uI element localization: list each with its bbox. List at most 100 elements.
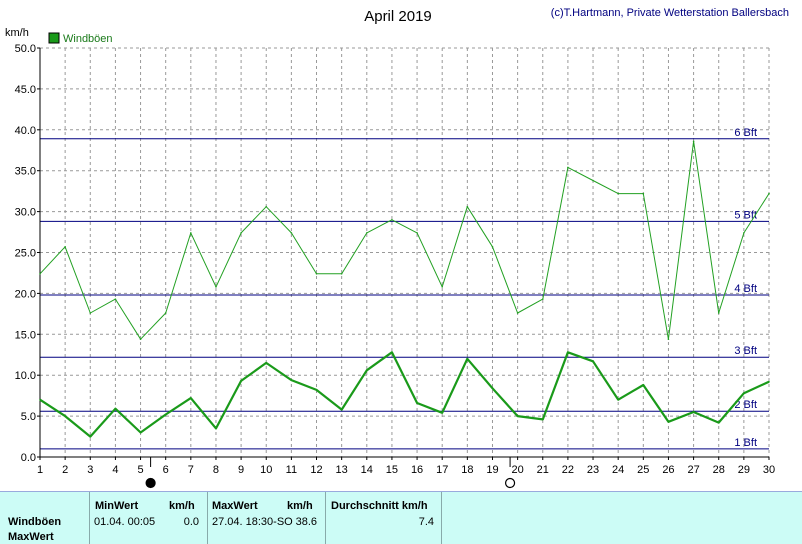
- moon-phases: [145, 457, 516, 489]
- data-point: [89, 435, 92, 438]
- table-divider: [89, 492, 90, 544]
- data-point: [717, 312, 720, 314]
- data-point: [516, 415, 519, 417]
- data-point: [164, 312, 167, 314]
- x-tick-label: 29: [738, 464, 750, 476]
- y-tick-label: 35.0: [15, 166, 36, 178]
- table-divider: [325, 492, 326, 544]
- avg-value: 7.4: [418, 516, 434, 528]
- data-point: [39, 272, 41, 275]
- data-point: [717, 421, 720, 424]
- data-point: [441, 412, 444, 414]
- legend-label: Windböen: [63, 33, 113, 45]
- data-point: [240, 380, 242, 382]
- data-point: [516, 312, 519, 314]
- data-point: [391, 351, 393, 354]
- data-point: [491, 245, 494, 248]
- y-tick-label: 30.0: [15, 207, 36, 219]
- data-point: [617, 192, 619, 195]
- y-tick-label: 0.0: [21, 452, 36, 464]
- y-tick-label: 20.0: [15, 288, 36, 300]
- data-point: [164, 413, 167, 416]
- data-point: [617, 398, 619, 401]
- y-tick-label: 5.0: [21, 411, 36, 423]
- x-tick-label: 25: [637, 464, 649, 476]
- beaufort-label: 2 Bft: [734, 399, 757, 411]
- data-point: [416, 232, 418, 234]
- x-tick-label: 20: [511, 464, 523, 476]
- data-point: [89, 312, 92, 314]
- x-tick-label: 8: [213, 464, 219, 476]
- data-point: [265, 205, 268, 208]
- data-point: [139, 431, 142, 434]
- data-point: [290, 232, 293, 234]
- data-point: [190, 397, 192, 399]
- data-point: [768, 380, 770, 383]
- max-value: 38.6: [295, 516, 317, 528]
- row-label-windboeen: Windböen: [8, 516, 62, 528]
- data-point: [466, 205, 469, 208]
- data-point: [541, 418, 544, 421]
- data-point: [240, 232, 242, 234]
- beaufort-label: 6 Bft: [734, 127, 757, 139]
- data-point: [64, 245, 66, 248]
- data-point: [64, 415, 66, 417]
- x-tick-label: 16: [411, 464, 423, 476]
- min-value: 0.0: [183, 516, 199, 528]
- data-point: [642, 192, 645, 195]
- data-point: [743, 392, 745, 394]
- data-point: [215, 286, 217, 288]
- y-axis-unit: km/h: [5, 27, 29, 39]
- credit-text: (c)T.Hartmann, Private Wetterstation Bal…: [551, 7, 789, 19]
- beaufort-label: 5 Bft: [734, 209, 757, 221]
- x-tick-label: 3: [87, 464, 93, 476]
- data-point: [114, 298, 117, 300]
- y-tick-label: 10.0: [15, 370, 36, 382]
- chart-title: April 2019: [364, 8, 432, 25]
- x-tick-label: 23: [587, 464, 599, 476]
- beaufort-label: 4 Bft: [734, 283, 757, 295]
- series-line-max: [39, 140, 770, 340]
- stats-table: Windböen MaxWert MinWert km/h 01.04. 00:…: [0, 491, 802, 544]
- data-point: [114, 407, 117, 410]
- data-point: [315, 389, 318, 391]
- data-point: [139, 338, 142, 341]
- y-tick-label: 15.0: [15, 329, 36, 341]
- x-tick-label: 15: [386, 464, 398, 476]
- data-point: [541, 298, 544, 300]
- data-point: [416, 402, 418, 404]
- data-point: [466, 358, 469, 360]
- wind-chart: 1 Bft 2 Bft 3 Bft 4 Bft 5 Bft 6 Bft 0.0 5.0 10.…: [5, 7, 789, 489]
- data-point: [441, 286, 444, 288]
- y-tick-label: 50.0: [15, 43, 36, 55]
- max-unit: km/h: [287, 500, 313, 512]
- data-point: [567, 166, 569, 169]
- full-moon-icon: [504, 477, 516, 489]
- x-tick-label: 27: [687, 464, 699, 476]
- data-point: [567, 351, 569, 354]
- data-point: [365, 232, 368, 234]
- new-moon-icon: [145, 477, 156, 489]
- data-point: [215, 427, 217, 430]
- beaufort-lines: 1 Bft 2 Bft 3 Bft 4 Bft 5 Bft 6 Bft: [40, 127, 769, 450]
- data-point: [667, 421, 670, 423]
- data-point: [265, 362, 268, 364]
- x-tick-label: 7: [188, 464, 194, 476]
- x-tick-label: 28: [713, 464, 725, 476]
- data-point: [768, 192, 770, 195]
- x-tick-label: 6: [163, 464, 169, 476]
- max-header: MaxWert: [212, 500, 258, 512]
- x-tick-label: 26: [662, 464, 674, 476]
- data-point: [692, 411, 695, 413]
- x-tick-label: 22: [562, 464, 574, 476]
- x-tick-label: 14: [361, 464, 373, 476]
- legend-swatch: [48, 32, 60, 44]
- x-tick-label: 24: [612, 464, 624, 476]
- data-point: [692, 140, 695, 143]
- max-time: 27.04. 18:30-SO: [212, 516, 293, 528]
- data-point: [391, 218, 393, 221]
- x-tick-label: 18: [461, 464, 473, 476]
- x-tick-label: 11: [286, 464, 297, 476]
- data-point: [340, 408, 343, 411]
- x-tick-label: 2: [62, 464, 68, 476]
